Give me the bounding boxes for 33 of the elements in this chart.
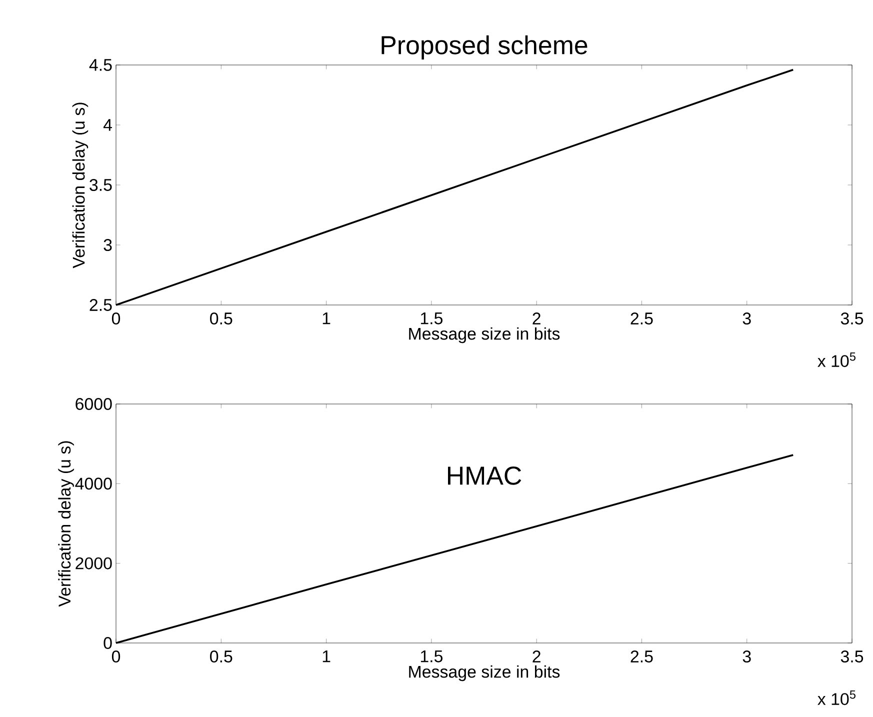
x-tick-label: 2 [532,650,540,662]
y-tick-label: 0 [104,636,112,649]
y-tick-label: 4000 [75,478,112,490]
y-tick-label: 6000 [76,398,112,410]
y-tick-label: 4 [103,119,112,131]
x-tick-label: 0.5 [210,312,232,324]
y-axis-title: Verification delay (u s) [72,102,88,268]
y-tick-label: 4.5 [89,59,112,71]
x-tick-label: 3.5 [840,650,864,662]
x-axis-title: Message size in bits [409,665,560,682]
x-tick-label: 3 [742,650,751,662]
x-tick-label: 0 [112,650,120,662]
text: HMAC [448,466,522,485]
x-tick-label: 1.5 [420,312,442,324]
x-tick-label: 3 [742,312,751,324]
x-axis-title: Message size in bits [409,327,560,344]
text: x 10$^{5}$ [818,690,856,706]
y-tick-label: 2000 [76,557,112,570]
x-tick-label: 2.5 [630,650,653,662]
text: x 10$^{5}$ [818,352,856,368]
x-tick-label: 2.5 [630,312,653,324]
x-tick-label: 0 [112,312,120,324]
x-tick-label: 3.5 [840,312,864,324]
x-tick-label: 1.5 [420,650,442,662]
x-tick-label: 2 [532,312,540,324]
y-tick-label: 2.5 [90,298,112,311]
y-tick-label: 3.5 [90,178,112,191]
y-tick-label: 3 [104,238,112,251]
chart-title: Proposed scheme [382,35,588,60]
y-axis-title: Verification delay (u s) [58,441,74,607]
x-tick-label: 1 [322,312,330,324]
x-tick-label: 1 [322,650,330,662]
x-tick-label: 0.5 [210,650,232,662]
